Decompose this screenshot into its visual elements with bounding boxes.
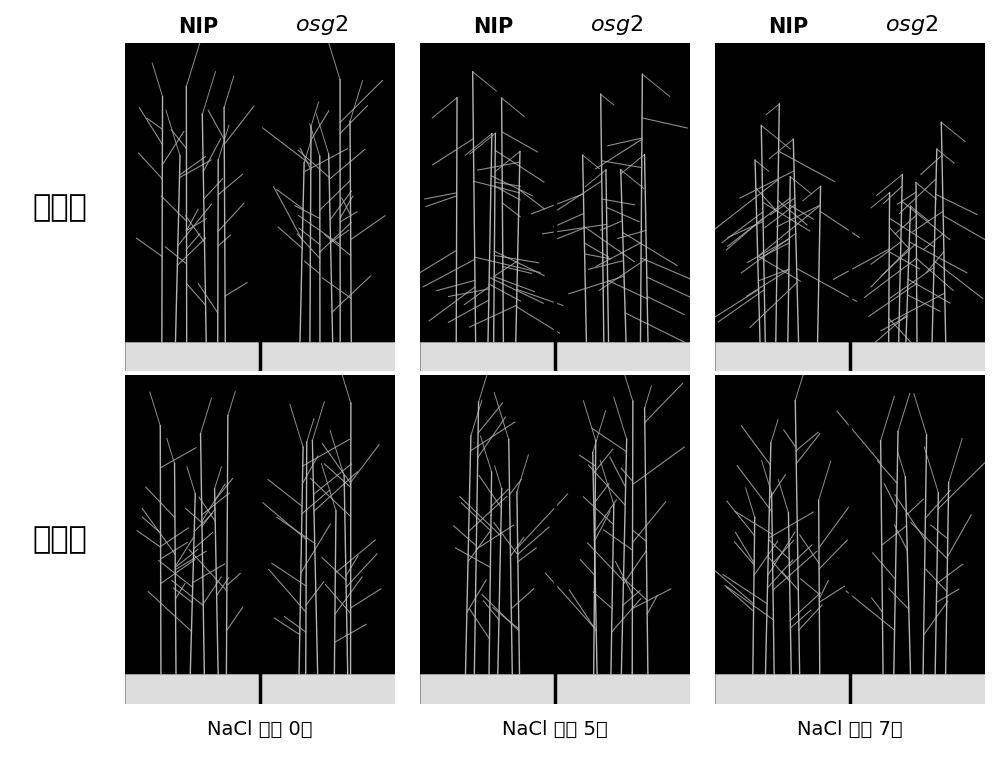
Text: 对照组: 对照组 — [33, 192, 87, 222]
Text: NIP: NIP — [178, 16, 218, 37]
Bar — [715, 342, 985, 371]
Text: $\it{osg2}$: $\it{osg2}$ — [590, 13, 644, 37]
Text: NIP: NIP — [768, 16, 808, 37]
Bar — [420, 674, 690, 704]
Text: NIP: NIP — [473, 16, 513, 37]
Text: $\it{osg2}$: $\it{osg2}$ — [885, 13, 939, 37]
Bar — [715, 674, 985, 704]
Bar — [420, 342, 690, 371]
Text: NaCl 处理 7天: NaCl 处理 7天 — [797, 719, 903, 738]
Text: 实验组: 实验组 — [33, 525, 87, 554]
Bar — [125, 342, 395, 371]
Text: NaCl 处理 5天: NaCl 处理 5天 — [502, 719, 608, 738]
Text: $\it{osg2}$: $\it{osg2}$ — [295, 13, 349, 37]
Bar — [125, 674, 395, 704]
Text: NaCl 处理 0天: NaCl 处理 0天 — [207, 719, 313, 738]
